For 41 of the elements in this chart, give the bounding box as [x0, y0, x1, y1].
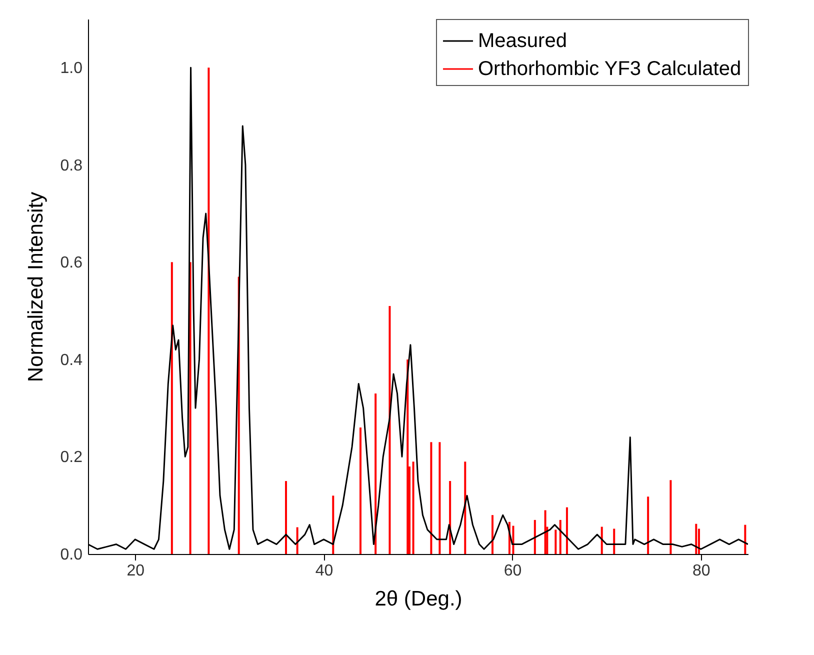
- y-tick-label: 0.2: [60, 449, 83, 466]
- bar: [359, 428, 362, 554]
- x-axis-title: 2θ (Deg.): [374, 588, 462, 610]
- bar: [296, 527, 298, 554]
- bar: [374, 394, 377, 554]
- y-tick-label: 0.8: [60, 157, 83, 174]
- y-tick-label: 0.6: [60, 254, 83, 272]
- bar: [695, 524, 698, 554]
- bar: [559, 520, 562, 554]
- bar: [647, 496, 650, 554]
- y-axis-title: Normalized Intensity: [24, 191, 48, 382]
- bar: [449, 481, 452, 554]
- bar: [189, 262, 192, 554]
- x-tick-label: 20: [126, 562, 145, 580]
- bar: [613, 528, 616, 554]
- bar: [554, 530, 557, 554]
- bar: [491, 515, 494, 554]
- bar: [438, 442, 441, 554]
- bar: [566, 507, 568, 554]
- bar: [744, 524, 746, 554]
- bar: [600, 526, 603, 554]
- y-tick-label: 0.4: [60, 352, 83, 369]
- bar: [170, 262, 173, 554]
- bar: [512, 526, 514, 554]
- x-tick-label: 80: [692, 562, 710, 580]
- x-tick-label: 60: [504, 562, 522, 580]
- bar: [208, 68, 210, 554]
- bar: [285, 481, 287, 554]
- bar: [332, 496, 334, 554]
- bar: [388, 306, 391, 554]
- bar: [464, 462, 466, 554]
- bar: [534, 520, 536, 554]
- bar: [670, 480, 672, 554]
- legend-label: Measured: [478, 30, 567, 52]
- bar: [430, 442, 432, 554]
- bar: [412, 462, 414, 554]
- bar: [406, 359, 409, 554]
- x-tick-label: 40: [315, 562, 334, 580]
- y-tick-label: 1.0: [60, 60, 83, 78]
- legend-label: Orthorhombic YF3 Calculated: [478, 58, 742, 80]
- y-tick-label: 0.0: [60, 546, 83, 564]
